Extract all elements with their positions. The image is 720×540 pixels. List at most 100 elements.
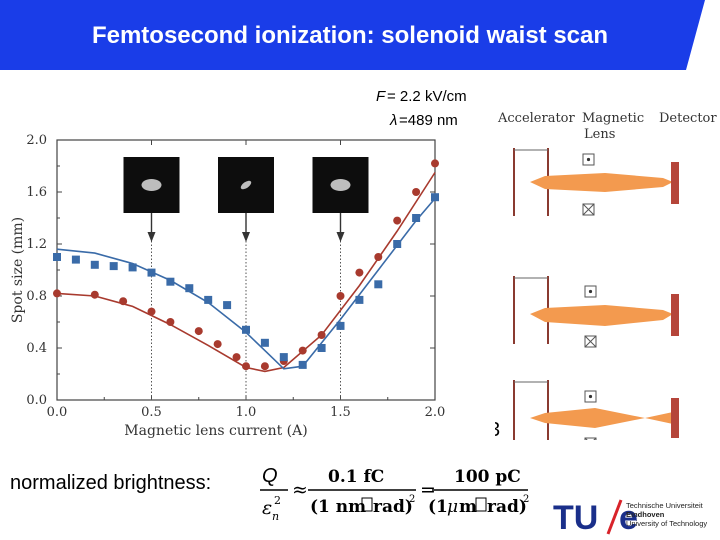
missing-glyph-box bbox=[475, 497, 487, 512]
data-point-circle bbox=[213, 340, 222, 349]
x-axis-label: Magnetic lens current (A) bbox=[124, 423, 307, 439]
data-point-square bbox=[71, 255, 80, 264]
data-point-circle bbox=[194, 327, 203, 336]
data-point-square bbox=[431, 193, 439, 202]
data-point-circle bbox=[232, 353, 241, 362]
diagram-panel-2: 2 bbox=[513, 276, 679, 348]
logo-e: e bbox=[619, 499, 638, 536]
data-point-circle bbox=[260, 362, 269, 371]
data-point-circle bbox=[355, 268, 364, 277]
page-title: Femtosecond ionization: solenoid waist s… bbox=[91, 22, 609, 49]
lambda-var: λ bbox=[389, 112, 397, 129]
logo-line-1: Technische Universiteit bbox=[626, 501, 704, 510]
accelerator-label: Accelerator bbox=[497, 111, 576, 126]
formula-sup-2: 2 bbox=[274, 494, 281, 507]
header-banner bbox=[0, 0, 705, 70]
magnet-cross-icon bbox=[582, 203, 595, 216]
data-point-square bbox=[298, 360, 307, 369]
detector-label: Detector bbox=[659, 111, 717, 126]
detector-screen bbox=[671, 162, 679, 204]
magnet-cross-icon bbox=[584, 437, 597, 440]
data-point-square bbox=[355, 295, 364, 304]
magnet-dot-icon bbox=[582, 153, 595, 166]
formula-sup-2: 2 bbox=[523, 494, 529, 505]
formula-num1: 0.1 fC bbox=[328, 467, 384, 487]
accelerator-plate bbox=[513, 380, 515, 440]
data-point-circle bbox=[119, 297, 128, 306]
formula-den2a: (1 bbox=[428, 497, 448, 517]
data-point-circle bbox=[90, 290, 99, 299]
y-tick-label: 0.0 bbox=[26, 393, 47, 408]
image-arrow-head bbox=[147, 232, 156, 242]
image-arrow-head bbox=[242, 232, 250, 242]
logo-tu: TU bbox=[553, 499, 598, 536]
magnet-cross-line bbox=[584, 437, 588, 440]
formula-den2b: m bbox=[459, 497, 477, 517]
data-point-square bbox=[393, 240, 402, 248]
diagram-panel-3: 3 bbox=[495, 380, 679, 440]
data-point-square bbox=[53, 253, 61, 261]
x-tick-label: 0.0 bbox=[47, 405, 68, 420]
image-arrow-head bbox=[336, 232, 345, 242]
magnet-dot bbox=[586, 157, 591, 162]
formula-eq: = bbox=[420, 479, 436, 501]
fit-curve bbox=[56, 172, 436, 373]
missing-glyph-box bbox=[361, 497, 373, 512]
x-tick-label: 1.0 bbox=[236, 405, 257, 420]
data-point-circle bbox=[336, 292, 345, 300]
data-point-circle bbox=[412, 188, 421, 196]
data-point-square bbox=[242, 325, 250, 334]
diagram-panel-1: 1 bbox=[513, 148, 679, 216]
formula-q: Q bbox=[262, 465, 278, 487]
brightness-label: normalized brightness: bbox=[10, 472, 212, 494]
data-point-circle bbox=[166, 318, 175, 326]
logo-line-3: University of Technology bbox=[626, 519, 707, 528]
data-point-square bbox=[166, 277, 175, 286]
data-point-square bbox=[185, 284, 194, 293]
spot-blob bbox=[141, 179, 162, 191]
formula-den2c: rad) bbox=[487, 497, 527, 517]
data-point-square bbox=[279, 353, 288, 362]
detector-screen bbox=[671, 398, 679, 438]
y-tick-label: 2.0 bbox=[26, 133, 47, 148]
data-point-circle bbox=[53, 289, 61, 298]
formula-approx: ≈ bbox=[292, 479, 308, 501]
data-point-circle bbox=[298, 346, 307, 355]
spot-blob bbox=[240, 180, 252, 190]
data-point-circle bbox=[317, 331, 326, 339]
data-point-square bbox=[223, 301, 232, 310]
spot-size-chart: 0.0 0.5 1.0 1.5 2.0 0.0 0.4 0.8 1.2 1.6 2.0 Magneti… bbox=[10, 88, 467, 439]
data-point-circle bbox=[374, 253, 383, 261]
y-tick-label: 1.6 bbox=[26, 185, 47, 200]
accelerator-plate bbox=[513, 276, 515, 344]
beam-envelope bbox=[530, 173, 673, 192]
data-point-square bbox=[128, 263, 137, 272]
y-axis-label: Spot size (mm) bbox=[10, 217, 26, 323]
y-tick-label: 0.8 bbox=[26, 289, 47, 304]
data-point-square bbox=[336, 321, 345, 330]
data-point-square bbox=[90, 260, 99, 269]
logo-slash bbox=[606, 499, 623, 535]
magnet-cross-line bbox=[582, 203, 595, 216]
formula-den1b: rad) bbox=[373, 497, 413, 517]
spot-blob bbox=[330, 179, 351, 191]
formula-num2: 100 pC bbox=[454, 467, 521, 487]
y-tick-label: 1.2 bbox=[26, 237, 47, 252]
magnet-cross-line bbox=[584, 335, 597, 348]
field-value: = 2.2 kV/cm bbox=[387, 88, 467, 105]
data-point-circle bbox=[393, 216, 402, 225]
tue-logo: TU e Technische Universiteit Eindhoven U… bbox=[553, 499, 707, 536]
data-point-square bbox=[147, 268, 156, 277]
panel-number-3: 3 bbox=[495, 419, 500, 440]
magnet-cross-line bbox=[593, 437, 597, 440]
logo-line-2: Eindhoven bbox=[626, 510, 665, 519]
lambda-value: =489 nm bbox=[399, 112, 458, 129]
magnetic-label: Magnetic bbox=[582, 111, 644, 126]
data-point-square bbox=[109, 262, 118, 271]
data-point-circle bbox=[431, 159, 439, 168]
formula-epsilon: ε bbox=[262, 497, 272, 519]
formula-sup-2: 2 bbox=[409, 494, 415, 505]
magnet-dot bbox=[588, 289, 593, 294]
x-tick-label: 2.0 bbox=[425, 405, 446, 420]
beam-envelope bbox=[530, 408, 673, 428]
